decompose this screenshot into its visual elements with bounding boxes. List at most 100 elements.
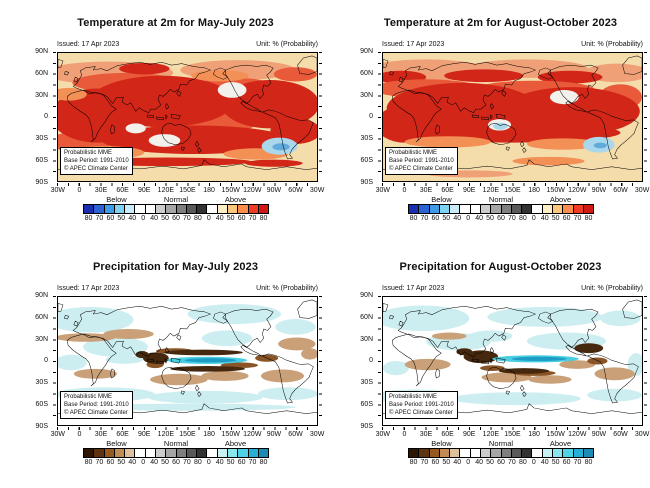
colorbar-cell bbox=[563, 449, 574, 457]
colorbar: Below Normal Above 80 70 60 50 40 0 40 50 60 70 80 0 4… bbox=[83, 195, 269, 222]
credit-line: Probabilistic MME bbox=[64, 393, 113, 400]
longitude-label: 90W bbox=[266, 187, 282, 194]
colorbar-cell bbox=[227, 449, 239, 457]
colorbar-cell bbox=[450, 205, 461, 213]
longitude-label: 90E bbox=[138, 187, 151, 194]
colorbar-cell bbox=[207, 449, 218, 457]
colorbar-tick: 70 bbox=[248, 459, 257, 466]
colorbar-tick: 50 bbox=[117, 215, 126, 222]
longitude-label: 30W bbox=[309, 187, 325, 194]
colorbar-cell bbox=[145, 205, 156, 213]
panel-header: Issued: 17 Apr 2023 Unit: % (Probability… bbox=[382, 285, 643, 292]
colorbar-tick: 0 bbox=[466, 215, 471, 222]
colorbar-cell bbox=[238, 449, 249, 457]
colorbar-tick: 70 bbox=[508, 459, 516, 466]
colorbar-tick: 0 bbox=[141, 459, 146, 466]
colorbar-section-label: Above bbox=[549, 195, 572, 204]
colorbar-section-labels: Below Normal Above bbox=[408, 439, 594, 448]
colorbar-tick: 60 bbox=[106, 215, 115, 222]
colorbar-cell bbox=[176, 205, 187, 213]
colorbar-tick: 80 bbox=[193, 215, 202, 222]
colorbar-cell bbox=[197, 205, 208, 213]
colorbar-cell bbox=[511, 205, 523, 213]
colorbar-cell bbox=[176, 449, 187, 457]
colorbar-tick: 60 bbox=[106, 459, 115, 466]
y-axis-ticks-right bbox=[319, 52, 322, 182]
colorbar-cell bbox=[552, 449, 564, 457]
colorbar-cell bbox=[166, 449, 177, 457]
colorbar-tick: 80 bbox=[84, 459, 93, 466]
colorbar-tick: 50 bbox=[161, 459, 169, 466]
colorbar-cell bbox=[511, 449, 523, 457]
longitude-label: 0 bbox=[77, 187, 82, 194]
longitude-label: 60E bbox=[441, 187, 454, 194]
colorbar-tick: 70 bbox=[420, 459, 429, 466]
colorbar-cell bbox=[491, 205, 502, 213]
colorbar-cell bbox=[258, 449, 269, 457]
map-frame: Probabilistic MME Base Period: 1991-2010… bbox=[57, 52, 318, 182]
colorbar-tick: 0 bbox=[466, 459, 471, 466]
colorbar-cell bbox=[532, 449, 543, 457]
credit-line: © APEC Climate Center bbox=[389, 165, 453, 172]
colorbar-tick: 50 bbox=[226, 215, 235, 222]
colorbar-cell bbox=[583, 449, 594, 457]
longitude-label: 90E bbox=[138, 431, 151, 438]
colorbar-cell bbox=[542, 449, 553, 457]
colorbar-tick: 60 bbox=[562, 459, 571, 466]
colorbar-cell bbox=[197, 449, 208, 457]
colorbar-tick: 40 bbox=[540, 459, 549, 466]
y-axis-ticks-right bbox=[644, 52, 647, 182]
latitude-axis: 90N 60N 30N 0 30S 60S 90S bbox=[24, 48, 52, 186]
colorbar-tick: 70 bbox=[183, 215, 191, 222]
issued-date: Issued: 17 Apr 2023 bbox=[382, 41, 445, 48]
colorbar-cell bbox=[470, 205, 481, 213]
colorbar-cell bbox=[419, 449, 430, 457]
colorbar-tick: 80 bbox=[409, 459, 418, 466]
longitude-label: 90E bbox=[463, 187, 476, 194]
longitude-label: 60W bbox=[613, 431, 628, 438]
colorbar-tick: 60 bbox=[431, 459, 440, 466]
x-axis-ticks bbox=[57, 183, 318, 186]
longitude-label: 30E bbox=[419, 187, 433, 194]
colorbar-tick: 60 bbox=[172, 215, 180, 222]
colorbar-tick: 60 bbox=[497, 459, 505, 466]
colorbar-tick: 40 bbox=[475, 215, 483, 222]
colorbar-tick: 0 bbox=[141, 215, 146, 222]
longitude-axis: 30W 0 30E 60E 90E 120E 150E 180 150W 120W 90W 60W 30… bbox=[372, 187, 650, 194]
colorbar-section-label: Above bbox=[549, 439, 572, 448]
issued-date: Issued: 17 Apr 2023 bbox=[382, 285, 445, 292]
colorbar: Below Normal Above 80 70 60 50 40 0 40 50 60 70 80 0 4… bbox=[408, 439, 594, 466]
y-axis-ticks-right bbox=[644, 296, 647, 426]
panel-title: Precipitation for August-October 2023 bbox=[399, 261, 602, 273]
map-frame: Probabilistic MME Base Period: 1991-2010… bbox=[382, 296, 643, 426]
latitude-label: 60S bbox=[360, 157, 373, 165]
colorbar-cells bbox=[83, 448, 269, 458]
longitude-label: 30E bbox=[419, 431, 433, 438]
colorbar-cell bbox=[258, 205, 269, 213]
longitude-label: 60E bbox=[116, 187, 129, 194]
colorbar-cell bbox=[94, 205, 105, 213]
colorbar-tick: 60 bbox=[172, 459, 180, 466]
x-axis-ticks bbox=[382, 183, 643, 186]
colorbar-section-label: Below bbox=[106, 439, 127, 448]
colorbar-cell bbox=[248, 205, 259, 213]
colorbar-cell bbox=[186, 205, 198, 213]
latitude-label: 60S bbox=[35, 157, 48, 165]
colorbar-tick: 70 bbox=[95, 215, 104, 222]
colorbar-cell bbox=[552, 205, 564, 213]
colorbar-tick: 80 bbox=[518, 459, 527, 466]
longitude-label: 120E bbox=[157, 187, 175, 194]
colorbar-section-label: Normal bbox=[163, 439, 189, 448]
panel-title: Temperature at 2m for August-October 202… bbox=[383, 17, 618, 29]
colorbar-tick: 60 bbox=[497, 215, 505, 222]
colorbar-tick: 40 bbox=[475, 459, 483, 466]
issued-date: Issued: 17 Apr 2023 bbox=[57, 41, 120, 48]
colorbar-section-label: Below bbox=[431, 439, 452, 448]
colorbar-tick: 60 bbox=[431, 215, 440, 222]
latitude-label: 90S bbox=[360, 178, 373, 186]
colorbar-cell bbox=[104, 449, 115, 457]
latitude-label: 0 bbox=[369, 357, 373, 365]
colorbar-cell bbox=[522, 449, 533, 457]
latitude-label: 30S bbox=[35, 379, 48, 387]
longitude-label: 180 bbox=[203, 187, 215, 194]
